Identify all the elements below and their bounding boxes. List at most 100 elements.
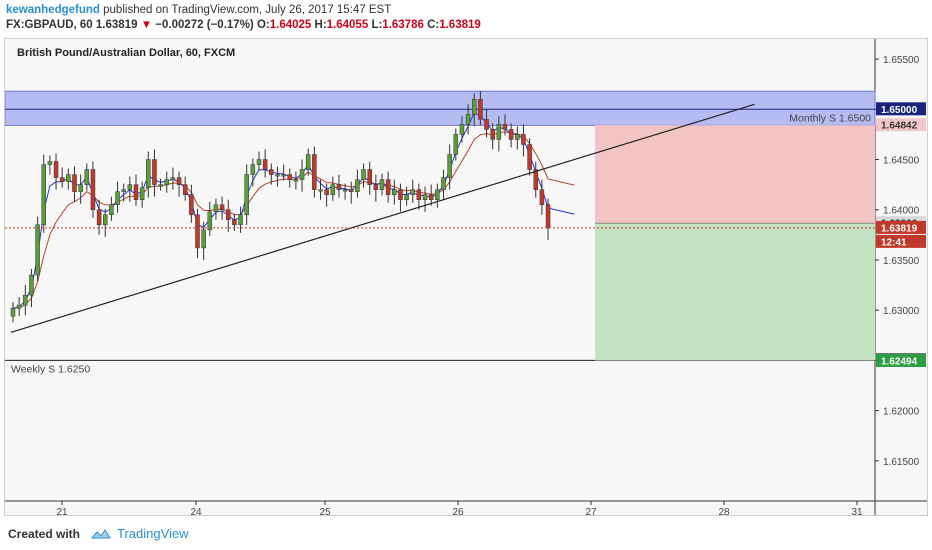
- candle-body: [66, 174, 71, 182]
- candle-body: [428, 194, 434, 200]
- candle-body: [195, 214, 200, 249]
- candle-body: [490, 129, 495, 140]
- candle-body: [201, 229, 206, 249]
- tradingview-cloud-icon: [90, 528, 111, 538]
- candle-body: [478, 99, 483, 120]
- candle-body: [472, 99, 477, 115]
- tradingview-logo[interactable]: TradingView: [90, 526, 189, 541]
- candle-body: [287, 174, 292, 180]
- close-label: C:: [427, 19, 440, 31]
- price-label-bg: [876, 353, 926, 367]
- y-tick-label: 1.63500: [883, 256, 920, 267]
- candle-body: [379, 179, 385, 190]
- candle-body: [305, 154, 311, 170]
- candle-body: [281, 174, 286, 177]
- price-label-text: 12:41: [881, 237, 907, 248]
- y-tick-label: 1.64000: [883, 206, 920, 217]
- candle-body: [447, 154, 452, 178]
- created-with-label: Created with: [8, 526, 81, 541]
- candle-body: [213, 204, 219, 212]
- candle-body: [515, 134, 520, 140]
- candle-body: [189, 194, 194, 216]
- price-label-text: 1.62494: [881, 356, 918, 367]
- high-value: 1.64055: [326, 19, 369, 31]
- candle-body: [422, 194, 428, 200]
- candle-body: [84, 169, 90, 185]
- candle-body: [226, 209, 231, 221]
- candle-body: [398, 189, 403, 200]
- chart-header: kewanhedgefund published on TradingView.…: [6, 3, 481, 33]
- candle-body: [361, 169, 366, 180]
- stop-loss-zone: [595, 125, 875, 224]
- candle-body: [275, 174, 280, 177]
- x-tick-label: 28: [718, 507, 730, 515]
- price-label-bg: [876, 234, 926, 248]
- price-label-bg: [876, 220, 926, 234]
- candle-body: [47, 161, 53, 165]
- candle-body: [367, 169, 372, 185]
- x-tick-label: 25: [319, 507, 331, 515]
- candle-body: [207, 211, 213, 231]
- chart-area[interactable]: British Pound/Australian Dollar, 60, FXC…: [4, 38, 928, 518]
- candle-body: [299, 169, 305, 180]
- symbol-line: FX:GBPAUD, 60 1.63819 ▼ −0.00272 (−0.17%…: [6, 18, 481, 33]
- candle-body: [465, 114, 471, 125]
- open-label: O:: [256, 19, 270, 31]
- monthly-supply-zone: [4, 90, 876, 126]
- symbol-label: FX:GBPAUD, 60: [6, 19, 93, 31]
- x-tick-label: 27: [585, 507, 597, 515]
- candle-body: [127, 184, 133, 190]
- publish-line: kewanhedgefund published on TradingView.…: [6, 3, 481, 18]
- candle-body: [41, 164, 46, 226]
- candle-body: [416, 189, 422, 200]
- close-value: 1.63819: [439, 19, 481, 31]
- candle-body: [435, 189, 440, 200]
- candle-body: [404, 194, 409, 200]
- candle-body: [256, 159, 262, 165]
- price-label-bg: [876, 102, 926, 116]
- candle-body: [170, 177, 176, 180]
- x-tick-label: 24: [190, 507, 202, 515]
- y-tick-label: 1.64500: [883, 156, 920, 167]
- price-change: −0.00272 (−0.17%): [155, 19, 254, 31]
- open-value: 1.64025: [269, 19, 312, 31]
- author-link[interactable]: kewanhedgefund: [6, 4, 100, 16]
- footer: Created with TradingView: [8, 526, 189, 541]
- candle-body: [349, 189, 354, 192]
- candle-body: [392, 189, 397, 195]
- candle-body: [59, 177, 65, 182]
- candle-body: [158, 184, 163, 187]
- x-tick-label: 26: [452, 507, 464, 515]
- candle-body: [410, 189, 415, 195]
- candle-body: [502, 124, 508, 130]
- candle-body: [330, 184, 336, 195]
- candle-body: [133, 184, 139, 200]
- candle-body: [176, 177, 182, 185]
- candle-body: [385, 179, 391, 195]
- candle-body: [146, 159, 151, 188]
- y-tick-label: 1.61500: [883, 457, 920, 468]
- price-chart[interactable]: British Pound/Australian Dollar, 60, FXC…: [4, 39, 927, 518]
- candle-body: [324, 189, 329, 195]
- low-value: 1.63786: [382, 19, 424, 31]
- y-tick-label: 1.62000: [883, 407, 920, 418]
- candle-body: [250, 164, 256, 175]
- candle-body: [269, 169, 274, 175]
- last-price: 1.63819: [95, 19, 138, 31]
- take-profit-zone: [595, 223, 875, 361]
- candle-body: [139, 187, 145, 200]
- candle-body: [78, 184, 83, 192]
- candle-body: [96, 209, 102, 226]
- candle-body: [336, 184, 342, 190]
- candle-body: [441, 177, 446, 190]
- chart-title: British Pound/Australian Dollar, 60, FXC…: [17, 47, 235, 59]
- monthly-support-label: Monthly S 1.6500: [789, 112, 871, 124]
- x-tick-label: 21: [56, 507, 68, 515]
- low-label: L:: [371, 19, 383, 31]
- candle-body: [115, 191, 120, 205]
- candle-body: [103, 214, 108, 226]
- high-label: H:: [314, 19, 327, 31]
- candle-body: [16, 304, 22, 309]
- candle-body: [35, 224, 40, 276]
- candle-body: [453, 134, 459, 155]
